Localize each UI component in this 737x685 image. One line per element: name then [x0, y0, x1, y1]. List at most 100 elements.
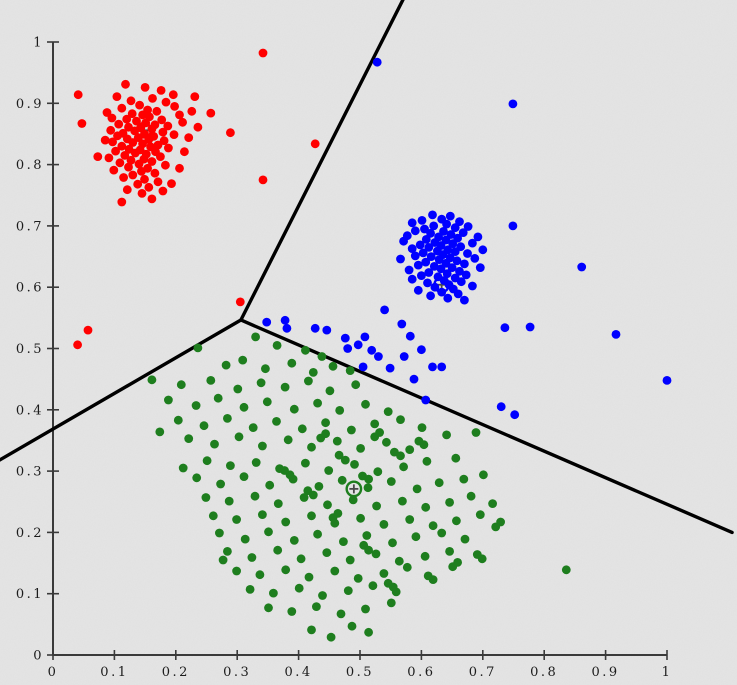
y-tick-label: 0.8	[16, 158, 44, 173]
data-point	[371, 549, 381, 559]
data-point	[221, 360, 231, 370]
data-point	[323, 500, 332, 510]
data-point	[208, 511, 218, 521]
data-point	[262, 317, 272, 327]
data-point	[321, 429, 330, 439]
data-point	[133, 179, 143, 189]
data-point	[304, 376, 313, 386]
data-point	[126, 96, 136, 106]
data-point	[430, 282, 440, 292]
data-point	[380, 305, 389, 315]
data-point	[450, 223, 460, 233]
data-point	[386, 477, 396, 486]
data-point	[373, 467, 383, 477]
visible-centroid-marker-group	[345, 480, 363, 498]
data-point	[437, 362, 447, 372]
data-point	[421, 257, 431, 267]
data-point	[364, 627, 373, 637]
data-point	[308, 490, 318, 500]
data-point	[437, 287, 447, 297]
data-point	[415, 240, 425, 250]
data-point	[364, 545, 373, 555]
data-point	[156, 86, 166, 95]
data-point	[496, 517, 505, 527]
data-point	[455, 217, 464, 227]
data-point	[364, 474, 373, 484]
data-point	[458, 228, 468, 238]
data-point	[372, 57, 382, 67]
data-point	[437, 528, 447, 538]
data-point	[379, 520, 389, 529]
data-point	[361, 604, 370, 614]
data-point	[428, 210, 437, 220]
data-point	[420, 551, 430, 561]
data-point	[404, 265, 414, 275]
data-point	[117, 141, 127, 151]
data-point	[448, 239, 458, 249]
data-point	[120, 151, 130, 160]
data-point	[419, 440, 429, 450]
data-point	[471, 428, 481, 437]
data-point	[245, 585, 255, 594]
data-point	[190, 92, 200, 101]
data-point	[161, 97, 171, 107]
data-point	[460, 534, 470, 544]
data-point	[173, 415, 183, 425]
data-point	[388, 582, 398, 592]
data-point	[147, 157, 157, 166]
data-point	[500, 323, 510, 333]
data-point	[396, 415, 405, 424]
data-point	[251, 458, 261, 467]
data-point	[289, 404, 299, 414]
data-point	[137, 189, 147, 198]
data-point	[417, 423, 427, 432]
data-point	[468, 238, 477, 248]
data-point	[153, 177, 163, 187]
data-point	[421, 502, 431, 512]
data-point	[418, 248, 428, 258]
data-point	[398, 496, 407, 506]
data-point	[215, 528, 224, 538]
data-point	[426, 252, 436, 261]
data-point	[508, 99, 518, 109]
x-tick-label: 0.6	[407, 665, 435, 680]
data-point	[348, 495, 358, 505]
data-point	[343, 344, 353, 353]
data-point	[255, 570, 265, 580]
data-point	[340, 333, 350, 343]
data-point	[192, 473, 202, 483]
y-tick-label: 0.9	[16, 97, 44, 112]
data-point	[138, 110, 148, 120]
data-point	[345, 366, 355, 375]
data-point	[394, 556, 404, 566]
blue-cluster-points	[262, 57, 672, 420]
data-point	[463, 222, 473, 231]
data-point	[447, 263, 457, 272]
data-point	[296, 554, 306, 564]
data-point	[421, 395, 431, 405]
y-tick-label: 0.5	[16, 342, 44, 357]
data-point	[144, 135, 154, 144]
data-point	[350, 460, 359, 469]
data-point	[324, 466, 334, 475]
x-tick-label: 1	[662, 665, 673, 680]
data-point	[304, 572, 314, 582]
data-point	[223, 414, 232, 423]
data-point	[405, 331, 415, 341]
data-point	[283, 435, 293, 445]
data-point	[144, 182, 154, 192]
data-point	[93, 152, 103, 162]
data-point	[193, 122, 203, 132]
y-tick-label: 1	[33, 36, 44, 51]
data-point	[353, 574, 363, 583]
data-point	[388, 538, 397, 548]
data-point	[358, 362, 368, 372]
data-point	[281, 565, 291, 575]
data-point	[210, 439, 219, 449]
data-point	[128, 170, 138, 180]
data-point	[153, 140, 163, 150]
data-point	[206, 108, 216, 118]
data-point	[386, 598, 396, 608]
data-point	[226, 461, 235, 470]
